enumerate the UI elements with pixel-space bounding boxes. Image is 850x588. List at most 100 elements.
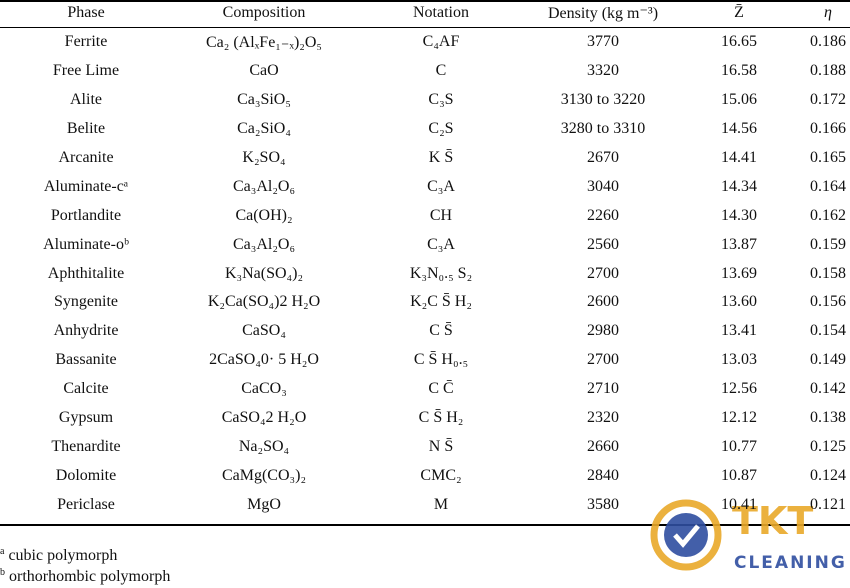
table-cell: 2700 — [587, 351, 619, 369]
table-cell: CaSO₄2 H₂O — [221, 409, 307, 427]
table-cell: Ca₃SiO₅ — [237, 90, 291, 108]
table-cell: 14.41 — [721, 148, 757, 166]
table-cell: CaSO₄ — [242, 322, 286, 340]
table-cell: Ca₃Al₂O₆ — [232, 177, 296, 195]
table-cell: 13.69 — [721, 264, 757, 282]
header-cell: Composition — [222, 4, 306, 21]
table-cell: Periclase — [57, 496, 115, 514]
table-cell: CH — [429, 206, 453, 224]
table-cell: 2600 — [587, 293, 619, 311]
table-cell: C₃A — [427, 235, 455, 253]
table-cell: 2260 — [587, 206, 619, 224]
table-cell: 0.138 — [810, 409, 846, 427]
table-cell: 10.41 — [721, 496, 757, 514]
table-cell: MgO — [247, 496, 281, 514]
table-cell: 0.156 — [810, 293, 846, 311]
table-cell: Na₂SO₄ — [238, 438, 290, 456]
footnote: b orthorhombic polymorph — [0, 567, 170, 586]
table-cell: 0.121 — [810, 496, 846, 514]
header-cell: η — [824, 4, 832, 21]
table-cell: 12.56 — [721, 380, 757, 398]
table-cell: Calcite — [63, 380, 109, 398]
table-cell: 14.56 — [721, 119, 757, 137]
table-cell: 0.158 — [810, 264, 846, 282]
table-cell: C S̄ H₂ — [418, 409, 464, 427]
table-cell: K₂SO₄ — [242, 148, 286, 166]
table-cell: 10.77 — [721, 438, 757, 456]
table-cell: 2CaSO₄0· 5 H₂O — [209, 351, 319, 369]
table-cell: 0.125 — [810, 438, 846, 456]
table-cell: Free Lime — [52, 61, 120, 79]
table-cell: K₃Na(SO₄)₂ — [224, 264, 304, 282]
table-cell: 2560 — [587, 235, 619, 253]
table-cell: 3320 — [587, 61, 619, 79]
table-cell: Arcanite — [58, 148, 114, 166]
table-cell: 14.30 — [721, 206, 757, 224]
table-cell: 0.154 — [810, 322, 846, 340]
table-cell: Belite — [66, 119, 106, 137]
table-cell: 10.87 — [721, 467, 757, 485]
table-cell: Alite — [70, 90, 102, 108]
footnote-mark: a — [0, 546, 5, 557]
header-cell: Phase — [67, 4, 105, 21]
table-cell: 13.87 — [721, 235, 757, 253]
table-cell: 0.172 — [810, 90, 846, 108]
table-cell: Syngenite — [54, 293, 118, 311]
watermark: TKT CLEANING — [650, 499, 847, 573]
table-cell: 14.34 — [721, 177, 757, 195]
table-cell: 0.159 — [810, 235, 846, 253]
table-cell: 12.12 — [721, 409, 757, 427]
table-cell: 0.186 — [810, 33, 846, 50]
table-cell: 2660 — [587, 438, 619, 456]
header-cell: Density (kg m⁻³) — [547, 5, 659, 22]
table-cell: Anhydrite — [53, 322, 119, 340]
table-cell: Thenardite — [51, 438, 121, 456]
top-rule — [0, 0, 850, 2]
table-cell: 13.41 — [721, 322, 757, 340]
table-cell: 2320 — [587, 409, 619, 427]
table-cell: 16.58 — [721, 61, 757, 79]
table-cell: M — [433, 496, 449, 514]
table-cell: Ca(OH)₂ — [235, 206, 293, 224]
table-cell: Ca₂ (AlₓFe₁₋ₓ)₂O₅ — [205, 34, 323, 51]
table-cell: 15.06 — [721, 90, 757, 108]
table-cell: 2980 — [587, 322, 619, 340]
table-cell: Dolomite — [55, 467, 117, 485]
table-cell: 0.188 — [810, 61, 846, 79]
table-cell: K S̄ — [428, 148, 454, 166]
header-cell: Z̄ — [734, 4, 744, 21]
table-cell: Ferrite — [64, 33, 108, 50]
watermark-brand: TKT — [732, 499, 813, 543]
table-cell: CaMg(CO₃)₂ — [221, 467, 307, 485]
table-cell: C₂S — [428, 119, 454, 137]
table-cell: 3770 — [587, 33, 619, 50]
table-cell: 0.165 — [810, 148, 846, 166]
table-cell: Aluminate-cᵃ — [43, 177, 129, 195]
table-cell: K₃N₀.₅ S₂ — [409, 264, 473, 282]
table-cell: K₂Ca(SO₄)2 H₂O — [207, 293, 321, 311]
footnote-text: orthorhombic polymorph — [9, 568, 171, 585]
table-cell: 2670 — [587, 148, 619, 166]
table-cell: Aluminate-oᵇ — [43, 235, 129, 253]
table-cell: Aphthitalite — [47, 264, 125, 282]
table-cell: K₂C S̄ H₂ — [410, 293, 472, 311]
table-cell: Bassanite — [55, 351, 117, 369]
table-cell: 0.142 — [810, 380, 846, 398]
table-cell: 16.65 — [721, 33, 757, 50]
table-cell: Gypsum — [58, 409, 114, 427]
table-cell: C₃S — [428, 90, 454, 108]
table-cell: 2700 — [587, 264, 619, 282]
header-rule — [0, 27, 850, 28]
header-cell: Notation — [413, 4, 469, 21]
table-cell: CMC₂ — [420, 467, 462, 485]
table-cell: 0.162 — [810, 206, 846, 224]
table-cell: CaO — [249, 61, 279, 79]
table-cell: C — [435, 61, 447, 79]
table-cell: 0.149 — [810, 351, 846, 369]
watermark-tagline: CLEANING — [734, 553, 847, 573]
table-cell: C₄AF — [422, 33, 460, 50]
table-cell: 3130 to 3220 — [560, 90, 646, 108]
table-cell: Ca₃Al₂O₆ — [232, 235, 296, 253]
table-cell: Ca₂SiO₄ — [237, 119, 291, 137]
footnote: a cubic polymorph — [0, 546, 117, 565]
